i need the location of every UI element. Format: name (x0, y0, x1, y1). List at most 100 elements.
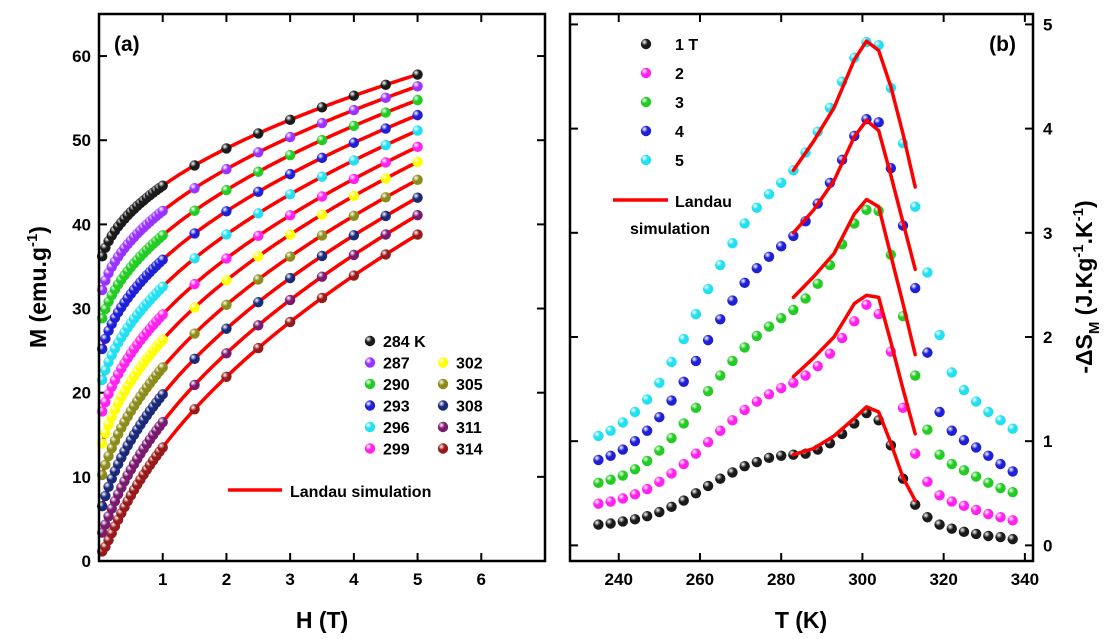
data-point-299 (412, 141, 423, 153)
data-point-1T (641, 510, 653, 522)
legend-marker-305 (437, 378, 449, 390)
legend-label-296: 296 (383, 420, 410, 437)
data-point-287 (316, 117, 328, 129)
x-tick-label: 340 (1011, 570, 1039, 589)
data-point-284K (412, 69, 423, 80)
data-point-4 (946, 425, 957, 436)
legend-label-5: 5 (675, 153, 684, 170)
data-point-305 (316, 230, 328, 241)
data-point-2 (946, 496, 957, 507)
data-point-1T (775, 450, 787, 461)
data-point-314 (253, 342, 264, 354)
data-point-308 (412, 192, 423, 203)
data-point-290 (189, 205, 200, 216)
data-point-293 (284, 168, 296, 180)
data-point-296 (157, 281, 168, 292)
x-tick-label: 240 (605, 570, 633, 589)
data-point-5 (946, 367, 957, 378)
data-point-308 (284, 272, 296, 284)
data-point-284K (316, 102, 328, 113)
panel-b-x-title: T (K) (775, 607, 827, 633)
data-point-314 (348, 270, 360, 281)
data-point-3 (715, 370, 726, 381)
data-point-5 (654, 377, 665, 389)
data-point-1T (946, 523, 957, 534)
data-point-287 (412, 81, 423, 92)
data-point-5 (605, 425, 616, 436)
data-point-5 (690, 308, 702, 320)
data-point-3 (995, 482, 1006, 494)
x-tick-label: 4 (349, 570, 359, 589)
data-point-299 (189, 278, 200, 290)
legend-label-314: 314 (456, 442, 483, 459)
legend-label-293: 293 (383, 399, 410, 416)
data-point-287 (284, 131, 296, 143)
legend-marker-1T (640, 38, 652, 50)
y-tick-label: 40 (72, 215, 91, 234)
fit-curve-2 (791, 293, 917, 436)
data-point-2 (958, 500, 970, 511)
data-point-4 (690, 355, 702, 367)
x-tick-label: 320 (929, 570, 957, 589)
data-point-305 (284, 251, 296, 262)
legend-label-302: 302 (456, 356, 483, 373)
data-point-5 (983, 406, 994, 418)
data-point-2 (605, 496, 616, 507)
data-point-293 (157, 254, 168, 265)
data-point-2 (678, 458, 689, 470)
data-point-299 (316, 191, 328, 202)
data-point-293 (100, 333, 111, 344)
legend-marker-293 (364, 400, 376, 411)
data-point-311 (100, 519, 111, 530)
data-point-296 (316, 171, 328, 182)
y-tick-label: 4 (1043, 120, 1053, 139)
data-point-4 (727, 295, 738, 306)
data-point-299 (284, 210, 296, 221)
data-point-3 (739, 342, 750, 353)
data-point-314 (316, 292, 328, 304)
data-point-5 (995, 415, 1006, 426)
data-point-302 (253, 251, 264, 262)
data-point-308 (253, 296, 264, 308)
data-point-4 (739, 277, 750, 289)
x-tick-label: 1 (158, 570, 167, 589)
data-point-5 (934, 329, 945, 341)
legend-label-284K: 284 K (383, 334, 426, 351)
y-tick-label: 60 (72, 47, 91, 66)
data-point-311 (253, 320, 264, 331)
data-point-290 (348, 120, 360, 132)
data-point-2 (702, 437, 714, 448)
data-point-5 (763, 189, 775, 200)
data-point-2 (788, 377, 799, 389)
panel-a-frame (97, 12, 547, 563)
data-point-287 (157, 205, 168, 217)
data-point-302 (284, 229, 296, 240)
data-point-299 (157, 309, 168, 320)
data-point-4 (958, 434, 970, 446)
legend-fit-label-2: simulation (630, 221, 710, 238)
data-point-296 (348, 155, 360, 166)
data-point-314 (221, 371, 232, 383)
legend-label-287: 287 (383, 356, 410, 373)
data-point-3 (970, 471, 982, 482)
data-point-314 (284, 316, 296, 328)
data-point-1T (922, 512, 933, 523)
data-point-4 (995, 458, 1006, 470)
data-point-3 (775, 313, 787, 324)
legend-marker-296 (364, 421, 376, 433)
data-point-2 (739, 404, 750, 416)
data-point-305 (103, 450, 114, 462)
data-point-5 (910, 201, 921, 212)
data-point-4 (593, 454, 604, 466)
data-point-2 (934, 490, 945, 501)
data-point-290 (380, 107, 391, 118)
data-point-5 (922, 267, 933, 278)
data-point-305 (412, 174, 423, 186)
legend-marker-4 (640, 125, 652, 137)
data-point-311 (103, 511, 114, 522)
legend-marker-290 (364, 378, 376, 390)
data-point-3 (812, 278, 823, 290)
data-point-293 (380, 123, 391, 134)
